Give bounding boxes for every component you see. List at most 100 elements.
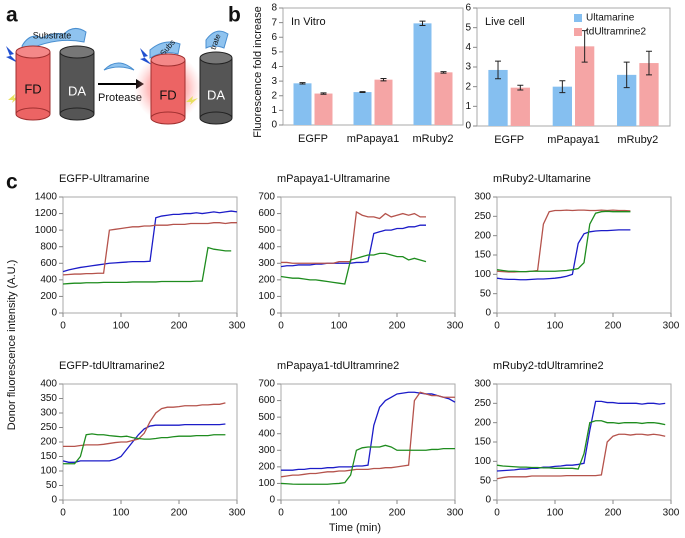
x-tick-label: 0 (278, 321, 284, 332)
y-tick-label: 250 (40, 422, 57, 433)
y-tick-label: 500 (258, 225, 275, 236)
y-tick-label: 400 (258, 241, 275, 252)
bar (552, 86, 572, 126)
y-tick-label: 100 (474, 269, 491, 280)
y-tick-label: 700 (258, 192, 275, 203)
y-tick-label: 200 (474, 230, 491, 241)
y-tick-label: 600 (258, 208, 275, 219)
substrate-label: Substrate (33, 30, 72, 40)
y-tick-label: 0 (271, 120, 277, 131)
y-tick-label: 1000 (35, 225, 58, 236)
trace (496, 209, 631, 273)
y-tick-label: 3 (465, 62, 471, 73)
error-bar (320, 92, 327, 95)
legend-label: tdUltramrine2 (586, 27, 646, 38)
trace (280, 224, 426, 268)
y-tick-label: 300 (474, 192, 491, 203)
x-tick-label: mRuby2 (617, 134, 658, 146)
y-tick-label: 100 (258, 478, 275, 489)
y-tick-label: 150 (474, 437, 491, 448)
bolt (140, 48, 152, 65)
y-tick-label: 400 (40, 274, 57, 285)
bar (314, 93, 333, 125)
y-tick-label: 4 (465, 42, 471, 53)
fd-cylinder (15, 51, 51, 115)
x-tick-label: 0 (60, 321, 66, 332)
trace (281, 210, 426, 264)
trace (63, 402, 226, 447)
bar (413, 23, 432, 126)
y-tick-label: 1 (271, 105, 277, 116)
error-bar (623, 61, 630, 89)
chart-title: mPapaya1-Ultramarine (277, 173, 390, 185)
y-tick-label: 0 (269, 308, 275, 319)
y-axis-title: Fluorescence fold increase (252, 6, 264, 137)
plot-frame (496, 196, 672, 314)
y-tick-label: 300 (40, 408, 57, 419)
y-tick-label: 3 (271, 76, 277, 87)
y-tick-label: 8 (271, 3, 277, 14)
plot-frame (62, 196, 238, 314)
bar (575, 46, 595, 126)
chart-title: EGFP-Ultramarine (59, 173, 149, 185)
da-label: DA (68, 83, 86, 98)
error-bar (517, 84, 524, 91)
fd-label: FD (24, 81, 41, 96)
y-tick-label: 5 (271, 47, 277, 58)
x-tick-label: EGFP (298, 133, 328, 145)
trace (496, 400, 666, 472)
y-tick-label: 350 (40, 393, 57, 404)
bar (434, 72, 453, 125)
y-tick-label: 300 (258, 445, 275, 456)
y-tick-label: 50 (480, 288, 492, 299)
y-tick-label: 2 (271, 90, 277, 101)
legend-swatch (574, 28, 582, 36)
chart-title: Live cell (485, 16, 525, 28)
x-tick-label: 0 (494, 508, 500, 519)
plot-frame (280, 383, 456, 501)
trace (496, 433, 666, 480)
substrate-shape (21, 28, 87, 53)
y-tick-label: 200 (40, 437, 57, 448)
y-tick-label: 50 (46, 480, 58, 491)
panel-letter: b (228, 4, 241, 27)
panel-letter: a (6, 4, 18, 27)
fd-cylinder-top (150, 53, 186, 67)
trace (280, 444, 455, 485)
y-tick-label: 7 (271, 17, 277, 28)
fd-label: FD (159, 87, 176, 102)
trace (281, 391, 456, 471)
da-cylinder-bottom (199, 111, 233, 125)
da-cylinder-top (199, 51, 233, 65)
chart-title: EGFP-tdUltramarine2 (59, 360, 165, 372)
error-bar (380, 77, 387, 82)
y-tick-label: 200 (258, 274, 275, 285)
bolt (6, 46, 18, 63)
x-tick-label: 300 (663, 508, 680, 519)
y-tick-label: 1400 (35, 192, 58, 203)
y-tick-label: 5 (465, 22, 471, 33)
y-tick-label: 1 (465, 101, 471, 112)
x-tick-label: 300 (663, 321, 680, 332)
trace (62, 222, 237, 276)
x-tick-label: mRuby2 (413, 133, 454, 145)
y-tick-label: 250 (474, 398, 491, 409)
bar (617, 74, 637, 126)
trace (496, 229, 631, 281)
y-tick-label: 6 (465, 3, 471, 14)
da-cylinder-bottom (59, 107, 95, 121)
y-tick-label: 2 (465, 81, 471, 92)
y-tick-label: 300 (474, 379, 491, 390)
bar (353, 92, 372, 125)
y-tick-label: 400 (40, 379, 57, 390)
y-tick-label: 0 (51, 308, 57, 319)
x-tick-label: 300 (229, 321, 246, 332)
y-tick-label: 0 (269, 495, 275, 506)
error-bar (559, 80, 566, 94)
protease-shape (103, 62, 135, 71)
error-bar (645, 50, 652, 76)
y-tick-label: 4 (271, 61, 277, 72)
x-tick-label: 0 (278, 508, 284, 519)
chart-title: mPapaya1-tdUltramrine2 (277, 360, 399, 372)
x-tick-label: 300 (229, 508, 246, 519)
